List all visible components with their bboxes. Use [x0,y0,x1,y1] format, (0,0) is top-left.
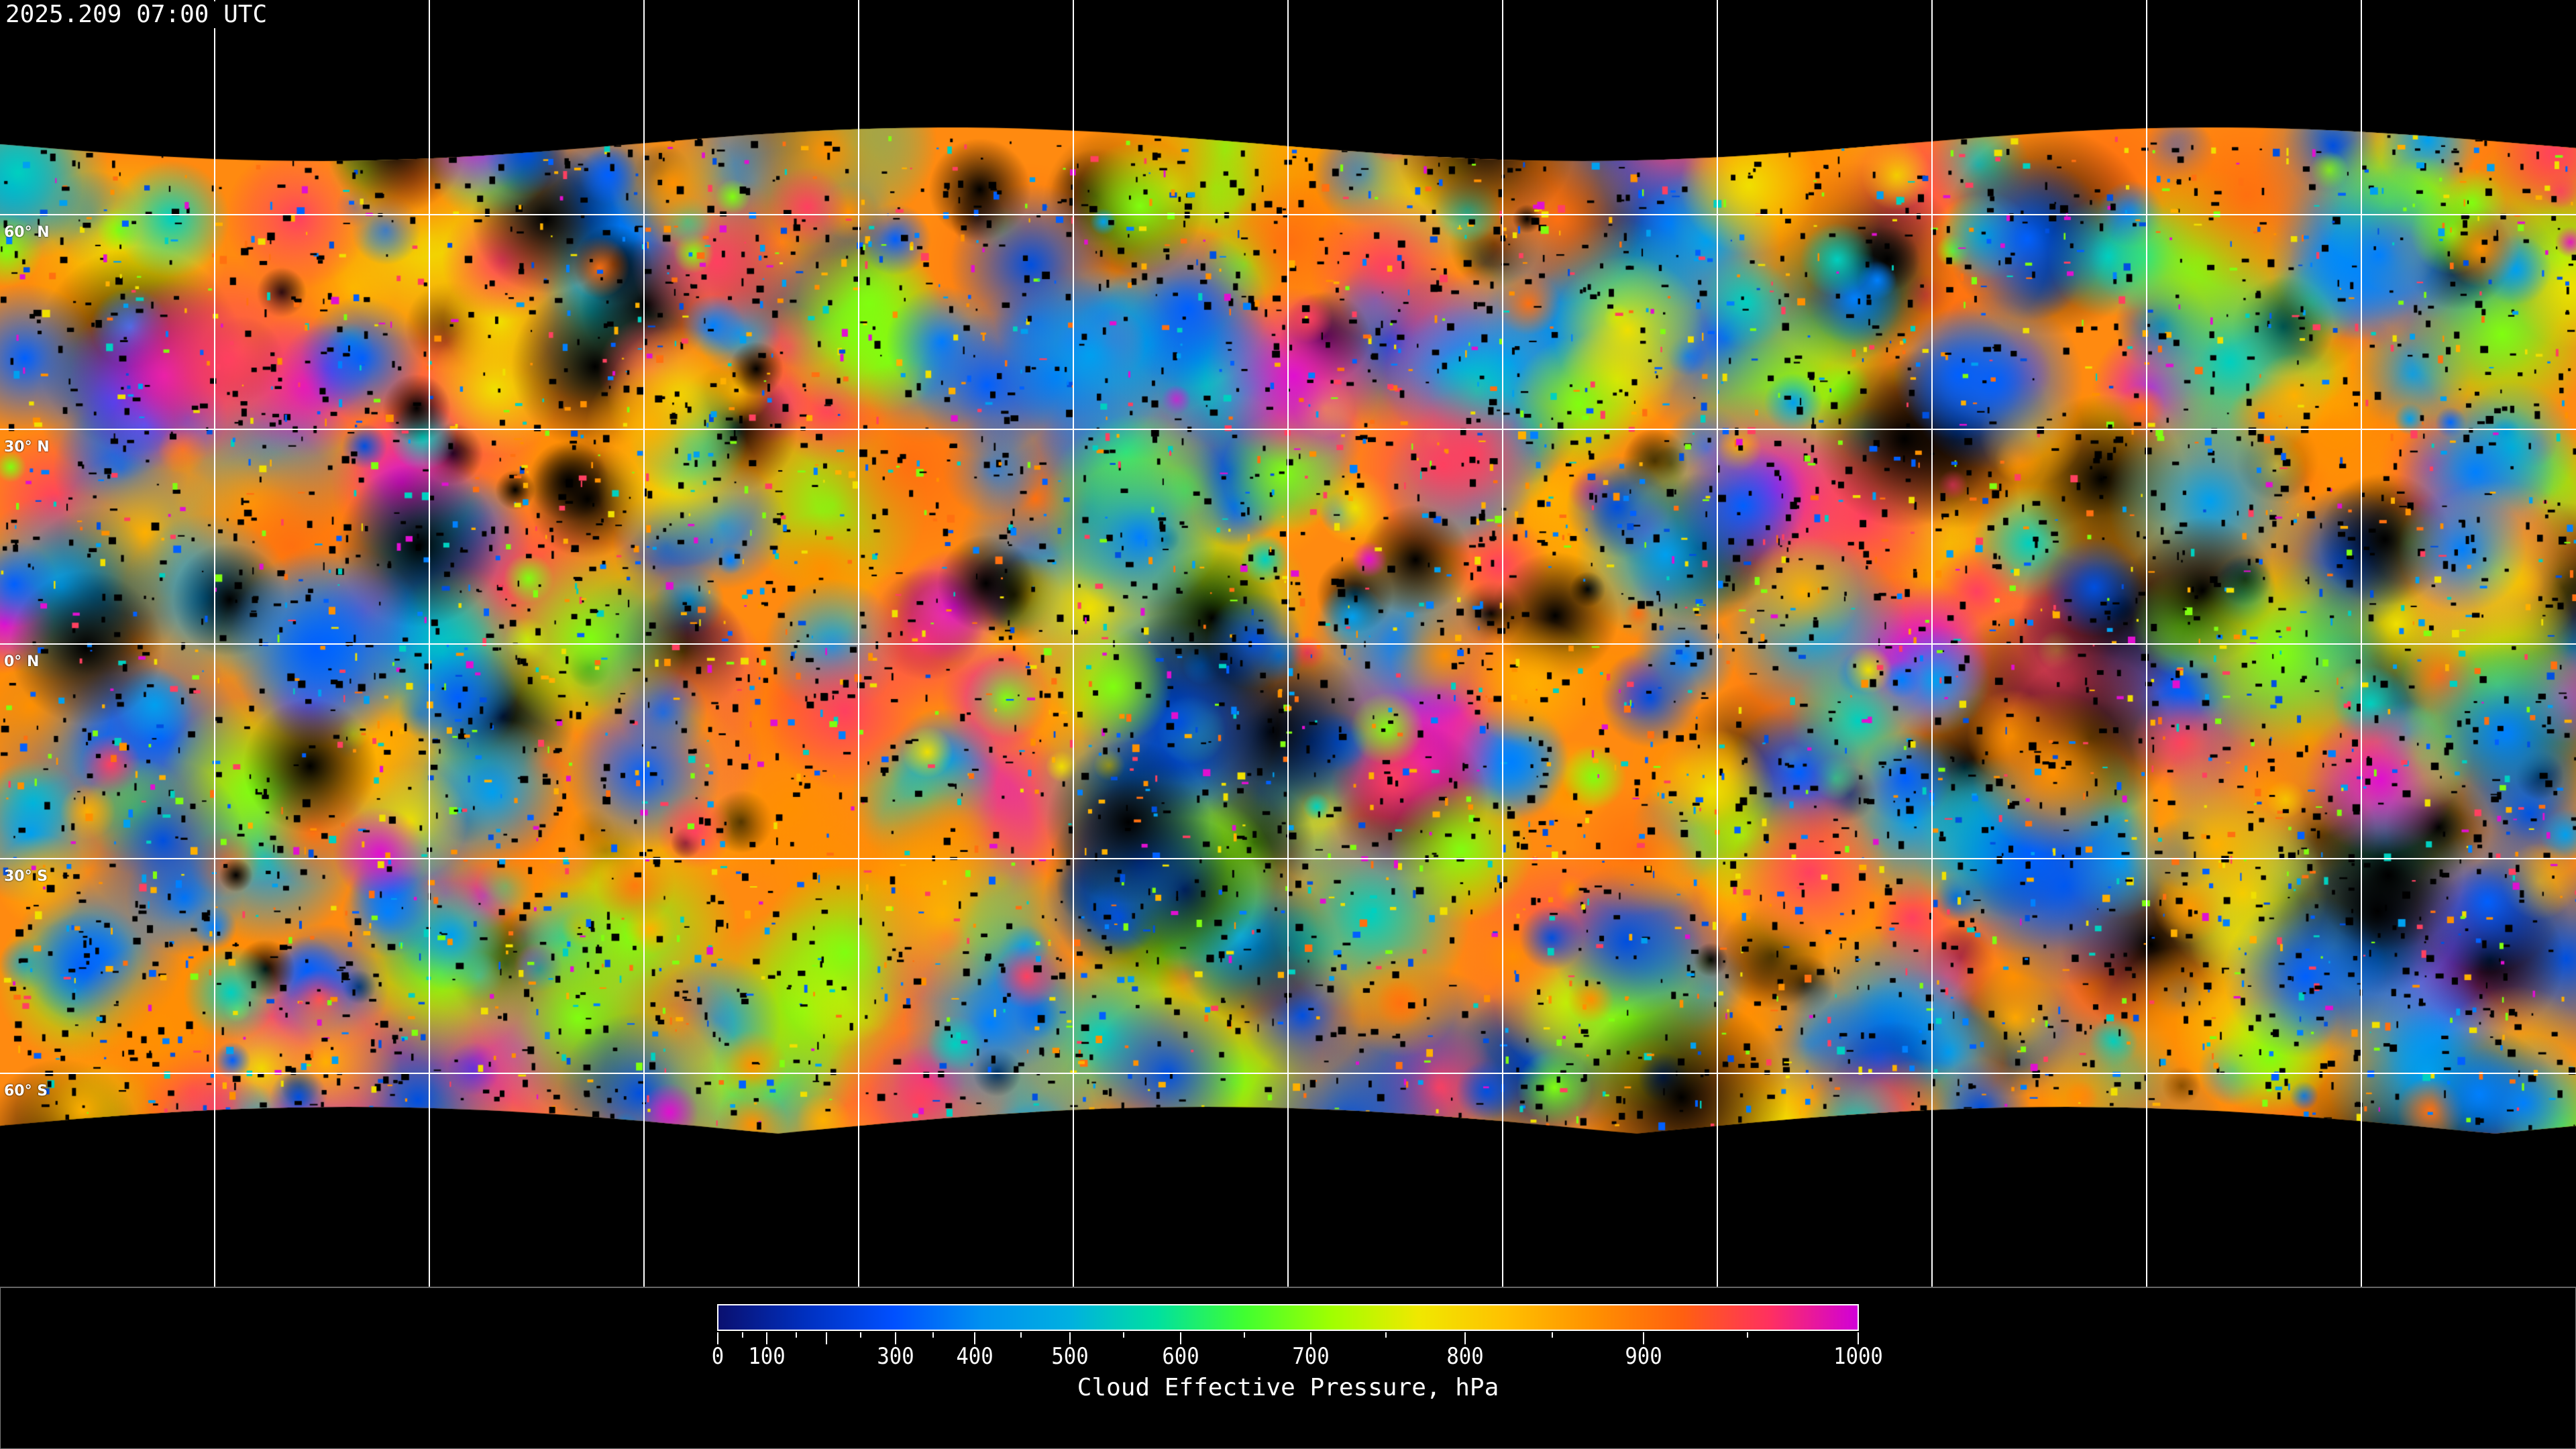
colorbar-major-tick [1858,1332,1859,1344]
colorbar-major-tick [766,1332,768,1344]
colorbar-minor-tick [1123,1332,1125,1338]
colorbar-minor-tick [1020,1332,1022,1338]
global-cloud-pressure-map: 60° N 30° N 0° N 30° S 60° S [0,0,2576,1288]
colorbar-minor-tick [742,1332,744,1338]
colorbar-major-tick [1464,1332,1466,1344]
latitude-label: 60° S [4,1083,48,1099]
colorbar-major-tick [973,1332,975,1344]
colorbar-minor-tick [859,1332,861,1338]
latitude-label: 60° N [4,224,50,241]
colorbar-tick-label: 1000 [1833,1343,1883,1370]
colorbar-tick-label: 500 [1051,1343,1089,1370]
colorbar-minor-tick [796,1332,798,1338]
colorbar-minor-tick [1385,1332,1387,1338]
latitude-label: 0° N [4,653,40,670]
colorbar-major-tick [825,1332,827,1344]
colorbar-tick-label: 0 [711,1343,724,1370]
latitude-label: 30° N [4,439,50,455]
parallel-line [0,643,2576,645]
colorbar-tick-label: 600 [1162,1343,1199,1370]
colorbar-tick-label: 400 [955,1343,994,1370]
parallel-line [0,214,2576,215]
colorbar-major-tick [1310,1332,1311,1344]
colorbar-tick-label: 700 [1292,1343,1330,1370]
latitude-label: 30° S [4,868,48,885]
map-bottom-border [0,1287,2576,1288]
colorbar-minor-tick [1244,1332,1246,1338]
colorbar-major-tick [717,1332,718,1344]
colorbar-major-tick [895,1332,897,1344]
colorbar [717,1304,1859,1331]
parallel-line [0,429,2576,430]
colorbar-minor-tick [1747,1332,1749,1338]
colorbar-title: Cloud Effective Pressure, hPa [1077,1374,1499,1401]
colorbar-minor-tick [1552,1332,1554,1338]
colorbar-major-tick [1180,1332,1182,1344]
parallel-line [0,858,2576,859]
colorbar-tick-label: 100 [748,1343,786,1370]
colorbar-major-tick [1643,1332,1645,1344]
colorbar-minor-tick [932,1332,934,1338]
parallel-line [0,1073,2576,1074]
colorbar-major-tick [1069,1332,1071,1344]
colorbar-tick-label: 800 [1446,1343,1484,1370]
colorbar-tick-label: 300 [877,1343,914,1370]
colorbar-tick-label: 900 [1625,1343,1663,1370]
timestamp-title: 2025.209 07:00 UTC [3,1,270,28]
